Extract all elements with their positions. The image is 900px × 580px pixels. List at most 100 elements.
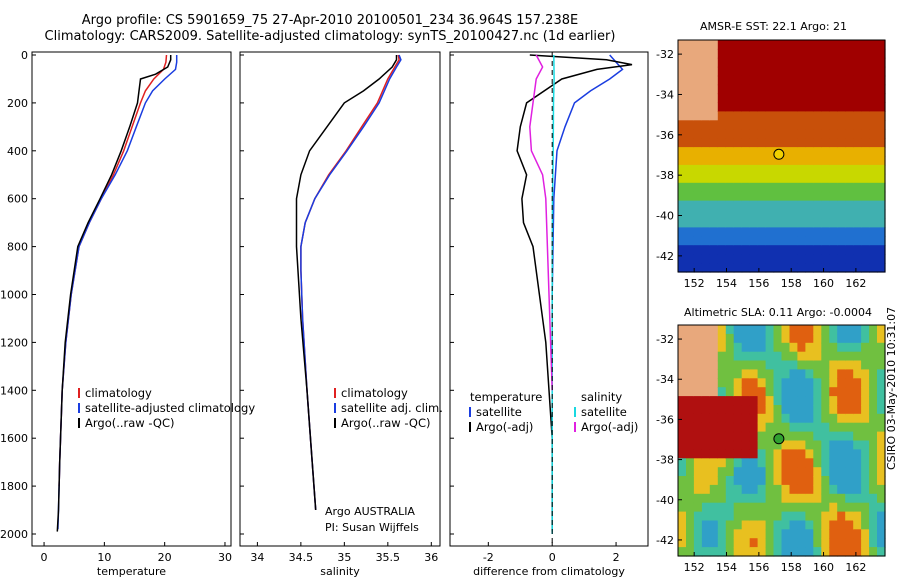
map-cell [773,360,783,370]
map-cell [813,520,822,530]
map-cell [821,227,830,237]
map-cell [678,93,687,103]
map-cell [725,493,735,504]
map-cell [733,342,743,353]
map-cell [805,333,814,344]
map-cell [829,325,838,335]
map-cell [797,342,806,353]
map-cell [829,227,838,237]
map-cell [725,396,735,406]
map-cell [869,476,878,486]
map-cell [773,476,783,486]
map-cell [853,84,862,95]
map-cell [861,57,870,68]
map-cell [813,325,822,335]
map-cell [781,66,791,77]
map-cell [821,75,830,86]
map-cell [853,40,862,50]
map-cell [829,147,838,157]
map-cell [717,431,727,442]
map-cell [853,538,862,548]
map-cell [861,191,870,202]
map-cell [725,263,735,273]
map-cell [837,440,846,450]
map-cell [678,484,687,495]
map-cell [821,120,830,130]
map-cell [693,164,703,175]
map-cell [733,333,743,344]
map-cell [678,422,687,433]
map-cell [701,236,711,246]
map-cell [693,413,703,424]
annotation-line-1: Argo AUSTRALIA [325,505,415,518]
map-cell [869,333,878,344]
map-cell [773,405,783,415]
map-cell [877,138,886,148]
map-cell [733,493,743,504]
map-cell [869,66,878,77]
map-cell [853,236,862,246]
map-cell [869,173,878,184]
map-cell [693,75,703,86]
map-cell [765,351,775,362]
map-cell [805,396,814,406]
map-cell [789,75,799,86]
map-cell [741,502,751,513]
map-cell [869,351,878,362]
map-cell [781,431,791,442]
map-cell [693,493,703,504]
map-cell [845,120,854,130]
map-cell [765,129,775,139]
map-cell [861,342,870,353]
map-cell [678,200,687,211]
map-cell [781,360,791,370]
map-cell [757,360,767,370]
map-cell [781,191,791,202]
map-cell [741,378,751,388]
map-cell [693,245,703,255]
map-cell [757,538,767,548]
map-cell [853,351,862,362]
map-cell [797,396,806,406]
map-cell [813,547,822,557]
map-cell [877,538,886,548]
map-cell [829,342,838,353]
map-cell [853,396,862,406]
map-cell [686,342,695,353]
map-cell [749,156,759,166]
map-x-tick-label: 158 [781,277,802,290]
map-cell [725,325,735,335]
map-cell [797,40,806,50]
map-cell [733,413,743,424]
map-cell [765,120,775,130]
map-cell [725,138,735,148]
map-cell [837,431,846,442]
y-tick-label: 1000 [0,289,28,302]
y-tick-label: 600 [7,193,28,206]
map-cell [781,236,791,246]
legend-label: satellite-adjusted climatology [85,401,255,415]
map-cell [678,218,687,228]
map-cell [749,66,759,77]
map-cell [797,66,806,77]
map-cell [765,254,775,264]
map-cell [701,57,711,68]
map-cell [773,227,783,237]
map-y-tick-label: -36 [656,129,674,142]
map-cell [781,138,791,148]
map-cell [678,48,687,59]
map-cell [877,405,886,415]
map-cell [805,378,814,388]
plot-frame [31,51,232,547]
map-cell [797,476,806,486]
map-cell [837,40,846,50]
map-cell [757,147,767,157]
map-cell [757,263,767,273]
map-cell [805,75,814,86]
map-cell [821,156,830,166]
map-cell [709,164,719,175]
map-cell [749,191,759,202]
map-cell [853,218,862,228]
y-tick-label: 1400 [0,384,28,397]
map-cell [789,538,799,548]
